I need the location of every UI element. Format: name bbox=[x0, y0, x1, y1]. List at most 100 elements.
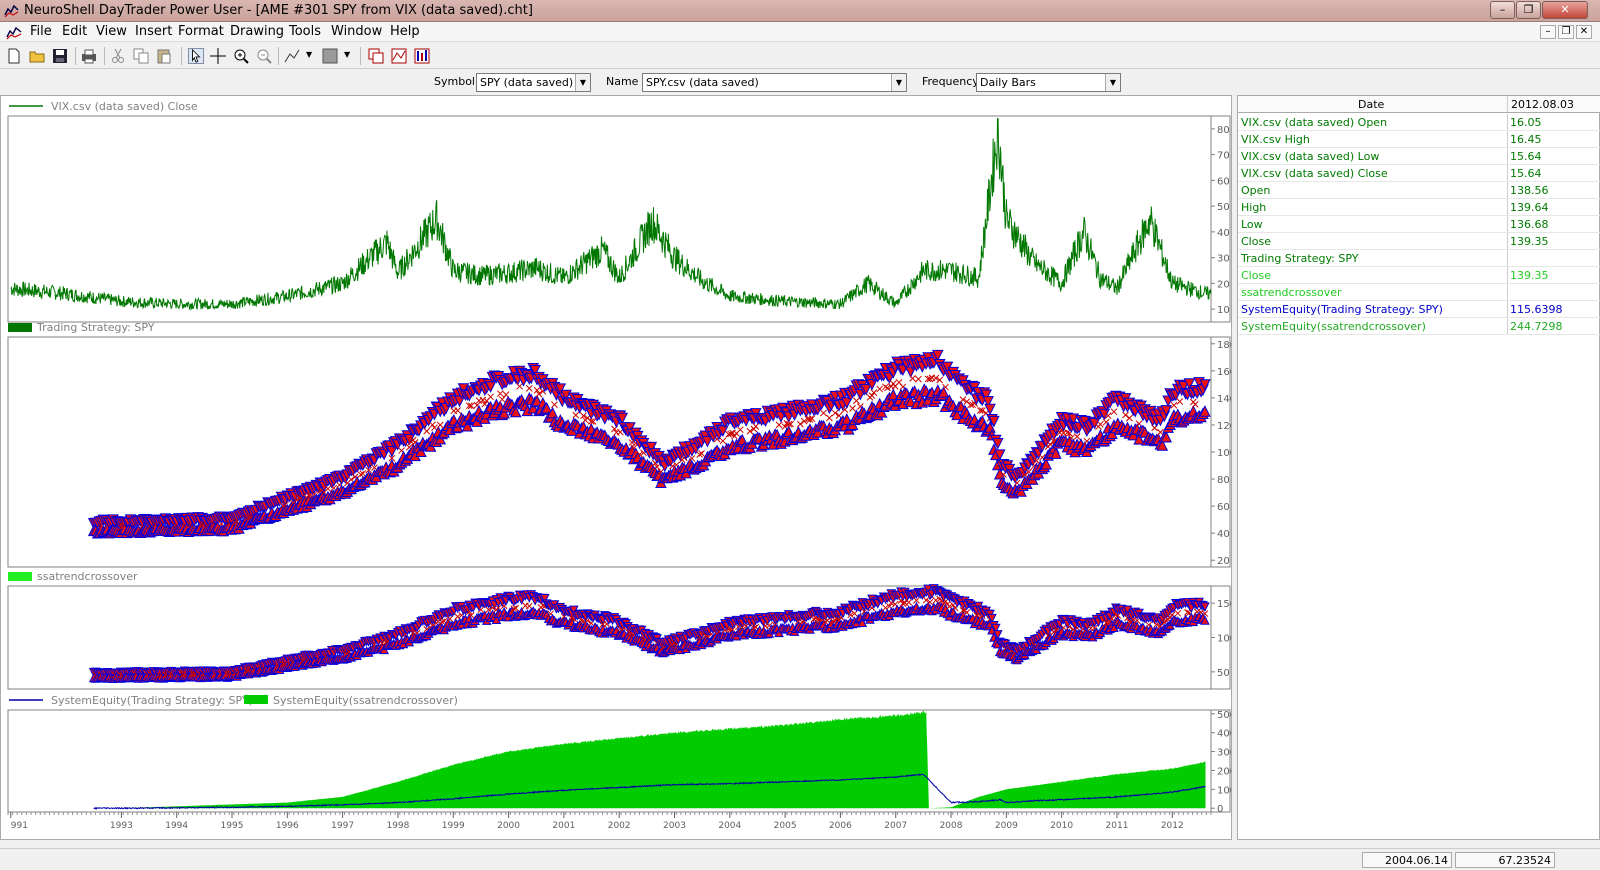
chevron-down-icon[interactable]: ▼ bbox=[344, 50, 351, 59]
chevron-down-icon[interactable]: ▼ bbox=[575, 74, 590, 91]
chart-window-icon[interactable] bbox=[368, 48, 384, 64]
exit-mark bbox=[1073, 433, 1081, 440]
menu-file[interactable]: File bbox=[30, 24, 52, 39]
exit-mark bbox=[510, 605, 518, 613]
exit-mark bbox=[826, 414, 833, 422]
sell-signal-mark bbox=[529, 364, 541, 377]
sell-signal-mark bbox=[1183, 378, 1196, 390]
menu-edit[interactable]: Edit bbox=[62, 24, 88, 39]
zoom-out-icon[interactable] bbox=[256, 48, 272, 64]
cut-icon[interactable] bbox=[110, 48, 126, 64]
exit-mark bbox=[926, 598, 934, 606]
menu-insert[interactable]: Insert bbox=[135, 24, 173, 39]
buy-signal-mark bbox=[1040, 457, 1052, 470]
y-tick-label: 300 bbox=[1217, 748, 1231, 759]
exit-mark bbox=[388, 454, 396, 462]
current-date: 2012.08.03 bbox=[1511, 98, 1574, 111]
window-title: NeuroShell DayTrader Power User - [AME #… bbox=[24, 3, 533, 18]
exit-mark bbox=[796, 420, 804, 428]
crosshair-icon[interactable] bbox=[210, 48, 226, 64]
data-row-name: SystemEquity(ssatrendcrossover) bbox=[1241, 320, 1426, 333]
sell-signal-mark bbox=[539, 593, 550, 604]
exit-mark bbox=[365, 466, 372, 474]
open-icon[interactable] bbox=[29, 48, 45, 64]
exit-mark bbox=[946, 603, 953, 610]
y-tick-label: 60 bbox=[1217, 502, 1230, 513]
buy-signal-mark bbox=[461, 419, 474, 432]
menu-window[interactable]: Window bbox=[331, 24, 383, 39]
x-tick-label: 2010 bbox=[1050, 821, 1073, 831]
y-tick-label: 120 bbox=[1217, 421, 1231, 432]
minimize-button[interactable]: – bbox=[1490, 1, 1515, 19]
close-button[interactable]: ✕ bbox=[1542, 1, 1588, 19]
column-divider bbox=[1507, 284, 1508, 300]
data-row-name: Trading Strategy: SPY bbox=[1241, 252, 1359, 265]
new-icon[interactable] bbox=[6, 48, 22, 64]
exit-mark bbox=[820, 409, 827, 417]
document-icon[interactable] bbox=[6, 24, 22, 40]
chart-window-2-icon[interactable] bbox=[391, 48, 407, 64]
color-fill-icon[interactable] bbox=[322, 48, 338, 64]
exit-mark bbox=[498, 396, 506, 403]
name-select[interactable]: SPY.csv (data saved) ▼ bbox=[642, 73, 907, 92]
chevron-down-icon[interactable]: ▼ bbox=[1105, 74, 1120, 91]
pointer-icon[interactable] bbox=[188, 48, 204, 64]
exit-mark bbox=[1184, 608, 1191, 616]
menu-drawing[interactable]: Drawing bbox=[230, 24, 285, 39]
chevron-down-icon[interactable]: ▼ bbox=[891, 74, 906, 91]
chart-canvas[interactable]: VIX.csv (data saved) Close 10 20 30 40 50 60 7… bbox=[1, 96, 1236, 839]
menu-tools[interactable]: Tools bbox=[289, 24, 322, 39]
app-icon bbox=[4, 4, 19, 18]
chevron-down-icon[interactable]: ▼ bbox=[306, 50, 313, 59]
toolbar-separator bbox=[278, 47, 279, 65]
menu-view[interactable]: View bbox=[96, 24, 127, 39]
frequency-label: Frequency bbox=[922, 75, 979, 88]
exit-mark bbox=[479, 396, 487, 404]
exit-mark bbox=[1122, 411, 1129, 419]
date-axis: 991 1993 1994 1995 1996 1997 1998 1999 2000 2001 2… bbox=[7, 811, 1212, 831]
exit-mark bbox=[429, 421, 436, 429]
x-tick-label: 1996 bbox=[276, 821, 299, 831]
exit-mark bbox=[886, 602, 893, 610]
exit-mark bbox=[800, 417, 808, 425]
menu-help[interactable]: Help bbox=[390, 24, 420, 39]
data-panel: Date 2012.08.03 VIX.csv (data saved) Ope… bbox=[1237, 95, 1600, 840]
sell-signal-mark bbox=[484, 381, 497, 393]
line-drawing-icon[interactable] bbox=[284, 48, 300, 64]
save-icon[interactable] bbox=[52, 48, 68, 64]
exit-mark bbox=[932, 596, 940, 604]
data-row-value: 139.35 bbox=[1510, 269, 1549, 282]
trading-strategy-signals bbox=[87, 349, 1211, 539]
symbol-select[interactable]: SPY (data saved) ▼ bbox=[476, 73, 591, 92]
paste-icon[interactable] bbox=[156, 48, 172, 64]
data-row-name: VIX.csv (data saved) Open bbox=[1241, 116, 1388, 129]
chart-area[interactable]: VIX.csv (data saved) Close 10 20 30 40 50 60 7… bbox=[0, 95, 1236, 840]
sell-signal-mark bbox=[931, 349, 944, 362]
y-tick-label: 50 bbox=[1217, 202, 1230, 213]
column-divider bbox=[1507, 199, 1508, 215]
restore-button[interactable]: ❐ bbox=[1516, 1, 1541, 19]
copy-icon[interactable] bbox=[133, 48, 149, 64]
exit-mark bbox=[405, 443, 413, 451]
exit-mark bbox=[806, 416, 814, 423]
menu-format[interactable]: Format bbox=[178, 24, 224, 39]
mdi-minimize-button[interactable]: – bbox=[1540, 25, 1556, 39]
y-tick-label: 70 bbox=[1217, 151, 1230, 162]
sell-signal-mark bbox=[988, 415, 1000, 428]
mdi-close-button[interactable]: ✕ bbox=[1576, 25, 1592, 39]
exit-mark bbox=[440, 617, 448, 625]
column-divider bbox=[1507, 148, 1508, 164]
sell-signal-mark bbox=[1067, 413, 1080, 426]
legend-swatch-equity-ssa bbox=[244, 695, 268, 704]
chart-window-3-icon[interactable] bbox=[414, 48, 430, 64]
zoom-in-icon[interactable] bbox=[233, 48, 249, 64]
data-row: SystemEquity(Trading Strategy: SPY) 115.6… bbox=[1238, 301, 1600, 318]
mdi-restore-button[interactable]: ❐ bbox=[1558, 25, 1574, 39]
exit-mark bbox=[636, 450, 643, 458]
print-icon[interactable] bbox=[81, 48, 97, 64]
exit-mark bbox=[725, 430, 733, 438]
exit-mark bbox=[525, 385, 533, 392]
frequency-select[interactable]: Daily Bars ▼ bbox=[976, 73, 1121, 92]
exit-mark bbox=[330, 484, 338, 492]
pane-vix-frame[interactable] bbox=[7, 115, 1231, 323]
